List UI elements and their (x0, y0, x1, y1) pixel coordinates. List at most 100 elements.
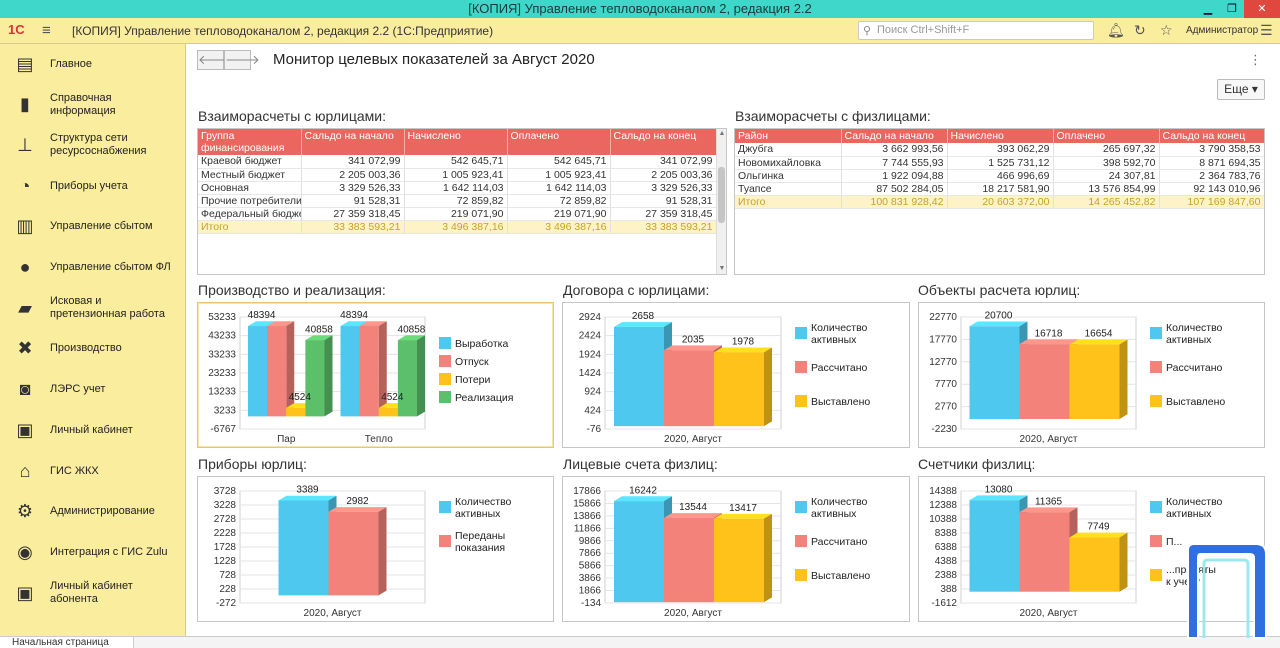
bar[interactable] (614, 501, 664, 603)
table-row[interactable]: Краевой бюджет 341 072,99 542 645,71 542 64… (198, 155, 717, 169)
home-tab[interactable]: Начальная страница (0, 637, 134, 648)
bar[interactable] (305, 340, 325, 417)
sidebar-item-0[interactable]: ▤ Главное (0, 45, 186, 83)
more-button[interactable]: Еще ▾ (1217, 79, 1265, 100)
data-label: 13544 (679, 502, 707, 513)
sidebar-item-9[interactable]: ▣ Личный кабинет (0, 411, 186, 449)
table-row[interactable]: Прочие потребители 91 528,31 72 859,82 72 8… (198, 194, 717, 208)
accounts-chart[interactable]: -134 1866 3866 5866 7866 9866 11866 13866 15866 1… (562, 476, 910, 622)
column-header[interactable]: Оплачено (507, 129, 611, 155)
column-header[interactable]: Начислено (947, 129, 1054, 143)
scroll-thumb[interactable] (718, 167, 725, 223)
production-chart[interactable]: -6767 3233 13233 23233 33233 43233 53233 Пар Теп… (197, 302, 554, 448)
bar[interactable] (248, 326, 268, 417)
column-header[interactable]: Оплачено (1053, 129, 1160, 143)
more-actions-icon[interactable]: ⋮ (1249, 52, 1262, 67)
bell-icon[interactable]: 🔔︎ (1107, 22, 1125, 38)
devices-chart[interactable]: -272 228 728 1228 1728 2228 2728 3228 3728 2020, … (197, 476, 554, 622)
y-tick-label: 9866 (579, 536, 602, 547)
bar[interactable] (969, 500, 1020, 592)
bar[interactable] (267, 326, 287, 417)
bar[interactable] (1069, 344, 1120, 420)
bar[interactable] (714, 352, 764, 427)
bar-side (417, 335, 425, 417)
table-row[interactable]: Туапсе 87 502 284,05 18 217 581,90 13 576 8… (735, 182, 1264, 196)
objects-chart[interactable]: -2230 2770 7770 12770 17770 22770 2020, Август… (918, 302, 1265, 448)
column-header[interactable]: Группа финансирования (198, 129, 302, 155)
bar[interactable] (1019, 344, 1070, 420)
bar[interactable] (286, 407, 306, 417)
table-cell: 18 217 581,90 (947, 182, 1054, 196)
data-label: 48394 (340, 310, 368, 321)
column-header[interactable]: Сальдо на начало (841, 129, 948, 143)
bar[interactable] (397, 340, 417, 417)
history-icon[interactable]: ↻ (1134, 22, 1146, 38)
table-cell: 3 329 526,33 (301, 181, 405, 195)
bar[interactable] (614, 326, 664, 427)
bar[interactable] (664, 517, 714, 603)
minimize-icon[interactable]: ▁ (1203, 3, 1213, 15)
bar[interactable] (714, 518, 764, 603)
sidebar-item-11[interactable]: ⚙ Администрирование (0, 493, 186, 531)
table-row[interactable]: Джубга 3 662 993,56 393 062,29 265 697,32 3 … (735, 143, 1264, 157)
objects-chart-title: Объекты расчета юрлиц: (918, 282, 1081, 298)
bar[interactable] (378, 407, 398, 417)
column-header[interactable]: Сальдо на начало (301, 129, 405, 155)
bar[interactable] (664, 350, 714, 427)
y-tick-label: -272 (216, 598, 236, 609)
forward-button[interactable]: 🡒 (224, 50, 260, 70)
y-tick-label: 6388 (935, 542, 958, 553)
sidebar-item-12[interactable]: ◉ Интеграция с ГИС Zulu (0, 533, 186, 571)
bar[interactable] (278, 500, 329, 596)
settings-menu-icon[interactable]: ☰ (1260, 22, 1273, 38)
sidebar-item-1[interactable]: ▮ Справочная информация (0, 86, 186, 124)
column-header[interactable]: Сальдо на конец (1159, 129, 1264, 143)
table-row[interactable]: Федеральный бюджет 27 359 318,45 219 071,9… (198, 207, 717, 221)
search-input[interactable]: ⚲ Поиск Ctrl+Shift+F (858, 21, 1094, 40)
sidebar-item-4[interactable]: ▥ Управление сбытом (0, 208, 186, 246)
bar[interactable] (340, 326, 360, 417)
column-header[interactable]: Сальдо на конец (610, 129, 717, 155)
bar[interactable] (1069, 537, 1120, 592)
table-row[interactable]: Основная 3 329 526,33 1 642 114,03 1 642 11… (198, 181, 717, 195)
column-header[interactable]: Начислено (404, 129, 508, 155)
sidebar-item-10[interactable]: ⌂ ГИС ЖКХ (0, 452, 186, 490)
sidebar-item-2[interactable]: ⊥ Структура сети ресурсоснабжения (0, 126, 186, 164)
sidebar-item-13[interactable]: ▣ Личный кабинет абонента (0, 574, 186, 612)
sidebar-item-6[interactable]: ▰ Исковая и претензионная работа (0, 289, 186, 327)
table-row[interactable]: Ольгинка 1 922 094,88 466 996,69 24 307,81 2… (735, 169, 1264, 183)
legal-table-scrollbar[interactable]: ▲ ▼ (716, 129, 726, 274)
menu-icon[interactable]: ≡ (42, 22, 51, 39)
legend-label: Отпуск (455, 356, 489, 368)
contracts-chart[interactable]: -76 424 924 1424 1924 2424 2924 2020, Август 265… (562, 302, 910, 448)
table-cell: 72 859,82 (507, 194, 611, 208)
sidebar-item-3[interactable]: ◔ Приборы учета (0, 167, 186, 205)
close-icon[interactable]: ✕ (1244, 0, 1280, 18)
legend-label: Количество (1166, 496, 1223, 508)
star-icon[interactable]: ☆ (1160, 22, 1173, 38)
sidebar-item-7[interactable]: ✖ Производство (0, 330, 186, 368)
legend-swatch (795, 395, 807, 407)
bar-top (714, 347, 772, 353)
table-cell: 1 525 731,12 (947, 156, 1054, 170)
bar[interactable] (359, 326, 379, 417)
table-row[interactable]: Новомихайловка 7 744 555,93 1 525 731,12 39… (735, 156, 1264, 170)
table-row[interactable]: Местный бюджет 2 205 003,36 1 005 923,41 1 … (198, 168, 717, 182)
restore-icon[interactable]: ❐ (1227, 3, 1237, 15)
back-button[interactable]: 🡐 (197, 50, 233, 70)
scroll-up-icon[interactable]: ▲ (718, 130, 726, 137)
scroll-down-icon[interactable]: ▼ (718, 265, 726, 272)
bar[interactable] (328, 511, 379, 596)
sidebar-item-8[interactable]: ◙ ЛЭРС учет (0, 371, 186, 409)
user-name[interactable]: Администратор (1186, 25, 1259, 36)
column-header[interactable]: Район (735, 129, 842, 143)
bar[interactable] (1019, 512, 1070, 592)
y-tick-label: 1924 (579, 349, 602, 360)
data-label: 4524 (381, 392, 404, 403)
sidebar-item-5[interactable]: ● Управление сбытом ФЛ (0, 249, 186, 287)
gear-icon: ⚙ (16, 501, 34, 522)
total-row[interactable]: Итого 33 383 593,21 3 496 387,16 3 496 387,… (198, 220, 717, 234)
total-row[interactable]: Итого 100 831 928,42 20 603 372,00 14 265 4… (735, 195, 1264, 209)
bar[interactable] (969, 326, 1020, 420)
data-label: 16242 (629, 485, 657, 496)
